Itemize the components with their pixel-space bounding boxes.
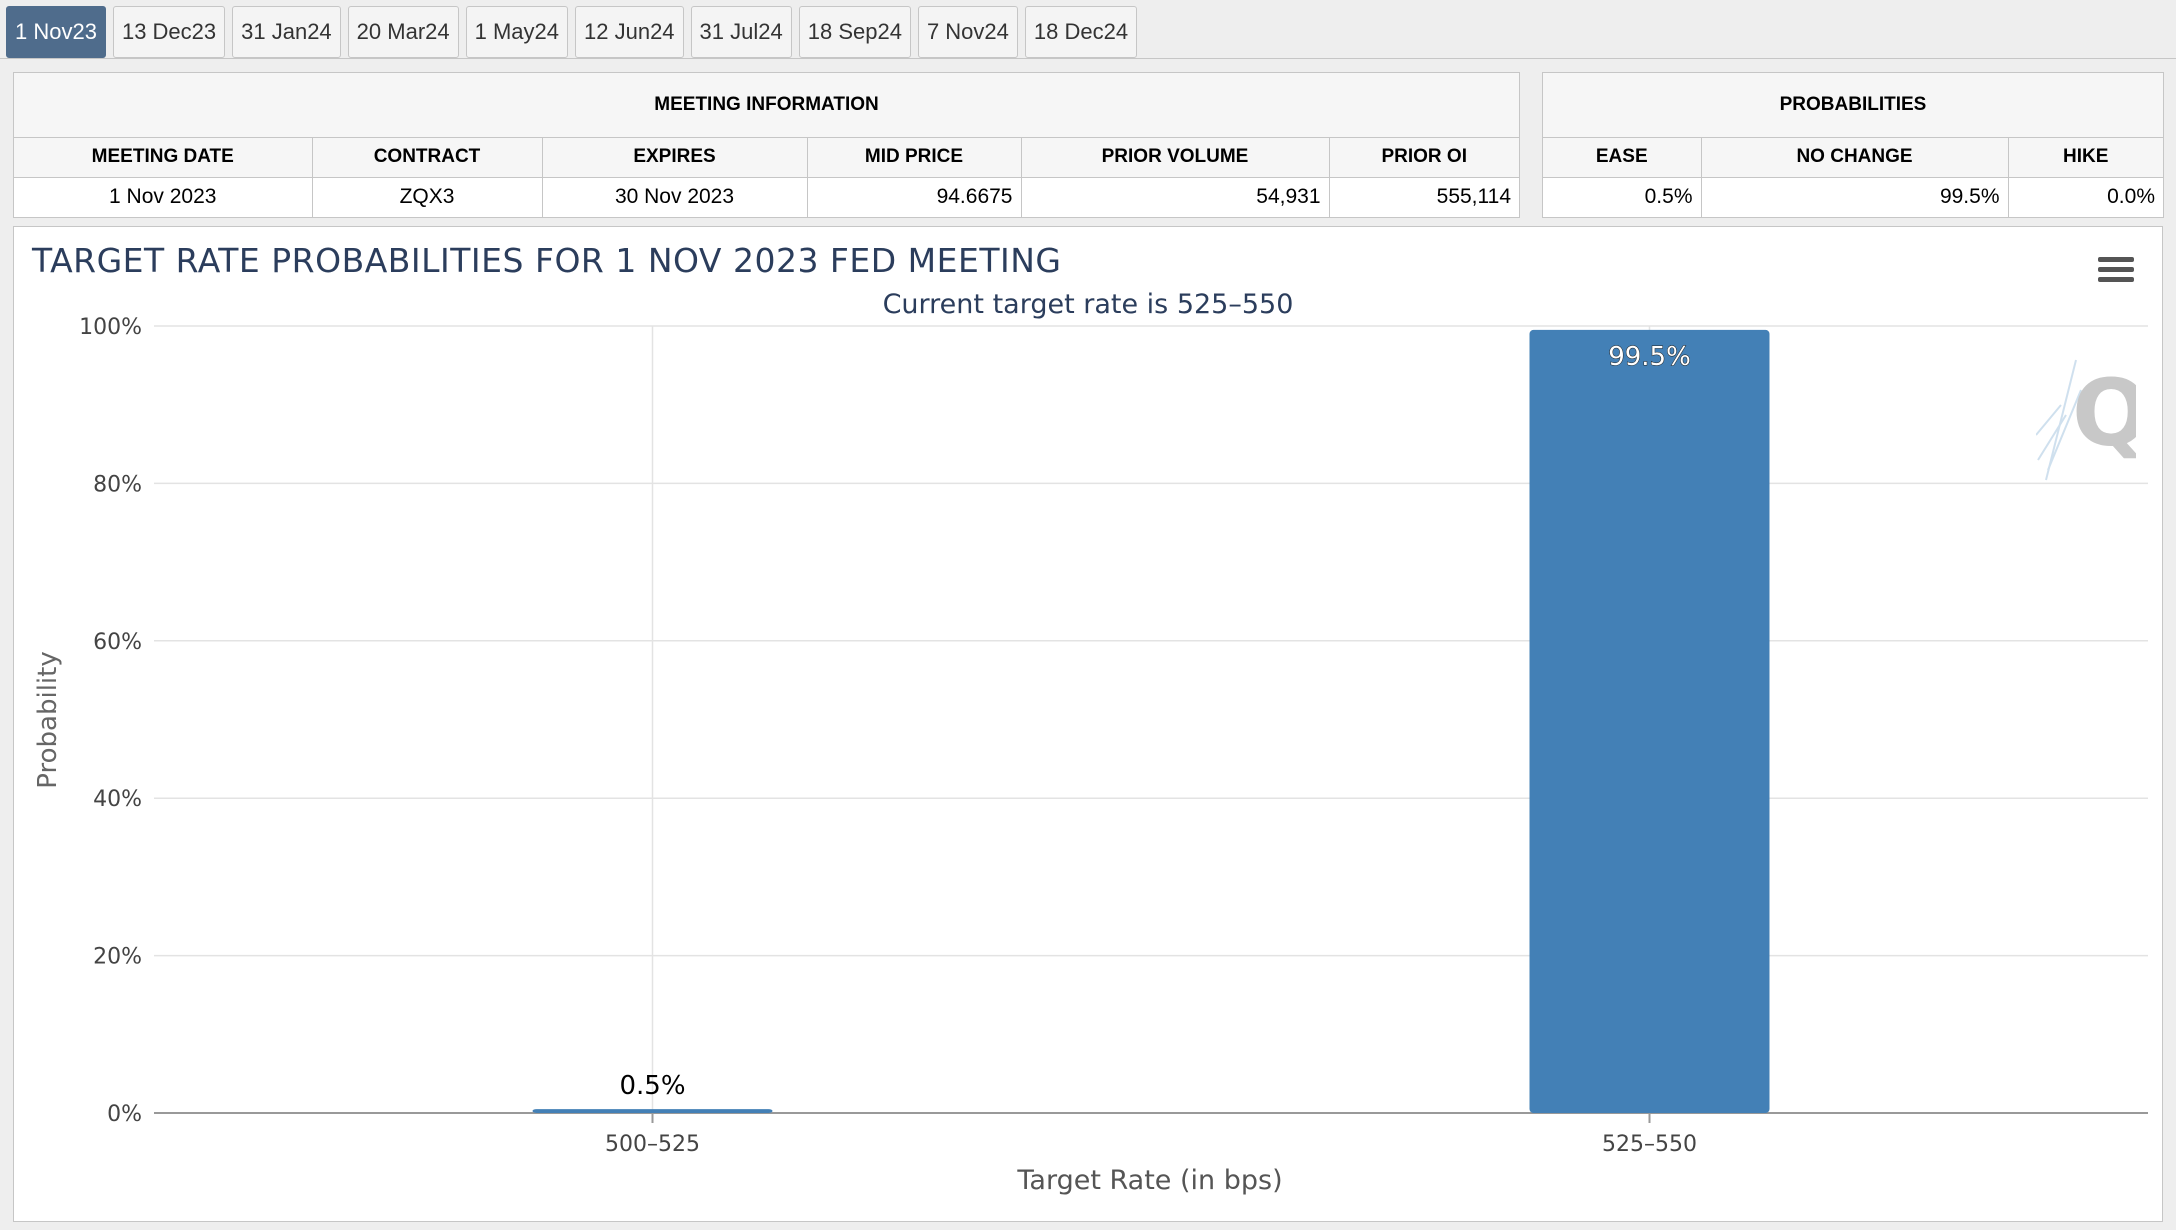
- col-expires: EXPIRES: [542, 137, 808, 178]
- probability-chart-panel: TARGET RATE PROBABILITIES FOR 1 NOV 2023…: [13, 226, 2163, 1222]
- tab-31-jan24[interactable]: 31 Jan24: [232, 6, 341, 58]
- y-tick-label: 100%: [79, 315, 142, 340]
- col-meeting-date: MEETING DATE: [14, 137, 313, 178]
- bar-525–550[interactable]: [1529, 329, 1770, 1113]
- no-change-value: 99.5%: [1701, 177, 2009, 217]
- tab-13-dec23[interactable]: 13 Dec23: [112, 6, 226, 58]
- col-prior-oi: PRIOR OI: [1329, 137, 1519, 178]
- probabilities-table: PROBABILITIES EASE NO CHANGE HIKE 0.5% 9…: [1542, 72, 2164, 218]
- data-label: 99.5%: [1608, 342, 1691, 372]
- col-hike: HIKE: [2008, 137, 2163, 178]
- tab-12-jun24[interactable]: 12 Jun24: [575, 6, 684, 58]
- hike-value: 0.0%: [2107, 185, 2155, 209]
- x-tick-label: 500–525: [605, 1132, 700, 1157]
- contract-value: ZQX3: [312, 177, 543, 217]
- tab-7-nov24[interactable]: 7 Nov24: [917, 6, 1018, 58]
- meeting-date-tabs: 1 Nov23 13 Dec23 31 Jan24 20 Mar24 1 May24 12…: [6, 6, 1138, 58]
- svg-text:Q: Q: [2072, 360, 2136, 467]
- tab-1-nov23[interactable]: 1 Nov23: [6, 6, 106, 58]
- tab-1-may24[interactable]: 1 May24: [465, 6, 569, 58]
- prior-volume-value: 54,931: [1021, 177, 1330, 217]
- tab-20-mar24[interactable]: 20 Mar24: [347, 6, 459, 58]
- col-no-change: NO CHANGE: [1701, 137, 2009, 178]
- col-contract: CONTRACT: [312, 137, 543, 178]
- chart-menu-icon[interactable]: [2098, 257, 2134, 287]
- x-tick-label: 525–550: [1602, 1132, 1697, 1157]
- tab-18-sep24[interactable]: 18 Sep24: [798, 6, 911, 58]
- col-prior-volume: PRIOR VOLUME: [1021, 137, 1330, 178]
- x-axis-label: Target Rate (in bps): [1016, 1165, 1282, 1196]
- y-axis-label: Probability: [33, 651, 63, 788]
- col-ease: EASE: [1543, 137, 1702, 178]
- y-tick-label: 20%: [93, 945, 142, 970]
- tab-18-dec24[interactable]: 18 Dec24: [1024, 6, 1138, 58]
- col-mid-price: MID PRICE: [807, 137, 1022, 178]
- chart-subtitle: Current target rate is 525–550: [882, 289, 1294, 320]
- y-tick-label: 0%: [107, 1102, 142, 1127]
- tab-divider: [0, 58, 2176, 59]
- meeting-information-heading: MEETING INFORMATION: [14, 73, 1519, 138]
- quikstrike-logo-icon: Q: [2036, 359, 2136, 481]
- data-label: 0.5%: [619, 1071, 685, 1101]
- prior-oi-value: 555,114: [1436, 185, 1511, 209]
- chart-title: TARGET RATE PROBABILITIES FOR 1 NOV 2023…: [32, 241, 1062, 280]
- ease-value: 0.5%: [1543, 177, 1702, 217]
- tab-31-jul24[interactable]: 31 Jul24: [690, 6, 792, 58]
- y-tick-label: 40%: [93, 787, 142, 812]
- meeting-information-table: MEETING INFORMATION MEETING DATE CONTRAC…: [13, 72, 1520, 218]
- bar-500–525[interactable]: [532, 1109, 773, 1113]
- y-tick-label: 60%: [93, 630, 142, 655]
- expires-value: 30 Nov 2023: [542, 177, 808, 217]
- probabilities-heading: PROBABILITIES: [1543, 73, 2163, 138]
- mid-price-value: 94.6675: [807, 177, 1022, 217]
- y-tick-label: 80%: [93, 472, 142, 497]
- bar-chart: 0% 20% 40% 60% 80% 100% 500–525 0.5% 525–550 99.5…: [33, 315, 2148, 1196]
- meeting-date-value: 1 Nov 2023: [14, 177, 313, 217]
